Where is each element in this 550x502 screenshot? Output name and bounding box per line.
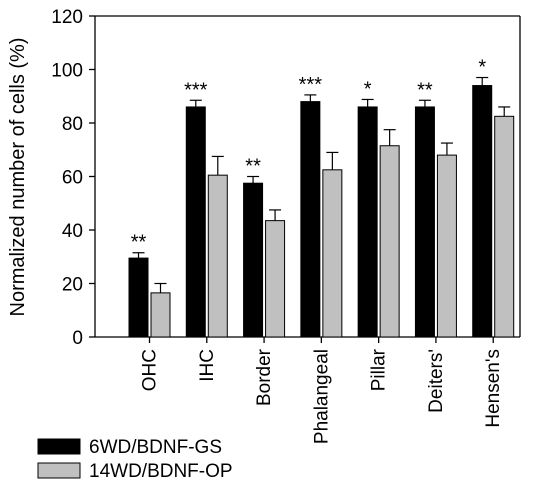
legend-swatch [37,462,81,479]
category-label: Border [254,348,275,406]
significance-label: * [364,78,372,100]
category-label: Phalangeal [311,349,332,444]
category-label: Deiters' [426,349,447,413]
category-label: Hensen's [483,349,504,428]
legend-label: 6WD/BDNF-GS [89,437,222,458]
legend-swatch [37,438,81,455]
plot-area: 020406080100120**OHC***IHC**Border***Pha… [51,7,521,444]
bar [150,292,171,338]
bar [207,174,228,338]
significance-label: * [478,57,486,79]
bar [472,85,493,338]
y-tick-label: 60 [62,168,83,189]
bar [436,154,457,338]
bar [322,169,343,338]
bar [494,115,515,338]
bar [243,182,264,338]
y-tick-label: 20 [62,275,83,296]
legend: 6WD/BDNF-GS 14WD/BDNF-OP [37,437,233,482]
y-tick-label: 80 [62,114,83,135]
bar [357,106,378,338]
category-label: IHC [197,349,218,382]
bar [128,257,149,338]
y-tick-label: 120 [51,7,83,28]
significance-label: *** [299,74,323,96]
bar [265,220,286,338]
significance-label: ** [417,79,433,101]
category-label: OHC [140,349,161,391]
significance-label: *** [184,79,208,101]
y-tick-label: 100 [51,61,83,82]
bar [379,145,400,338]
bar [185,106,206,338]
y-tick-label: 40 [62,221,83,242]
bar [414,106,435,338]
y-axis-title: Normalized number of cells (%) [7,38,29,317]
bar [300,101,321,338]
legend-label: 14WD/BDNF-OP [89,461,233,482]
significance-label: ** [131,232,147,254]
y-tick-label: 0 [72,328,83,349]
significance-label: ** [245,156,261,178]
category-label: Pillar [369,348,390,391]
